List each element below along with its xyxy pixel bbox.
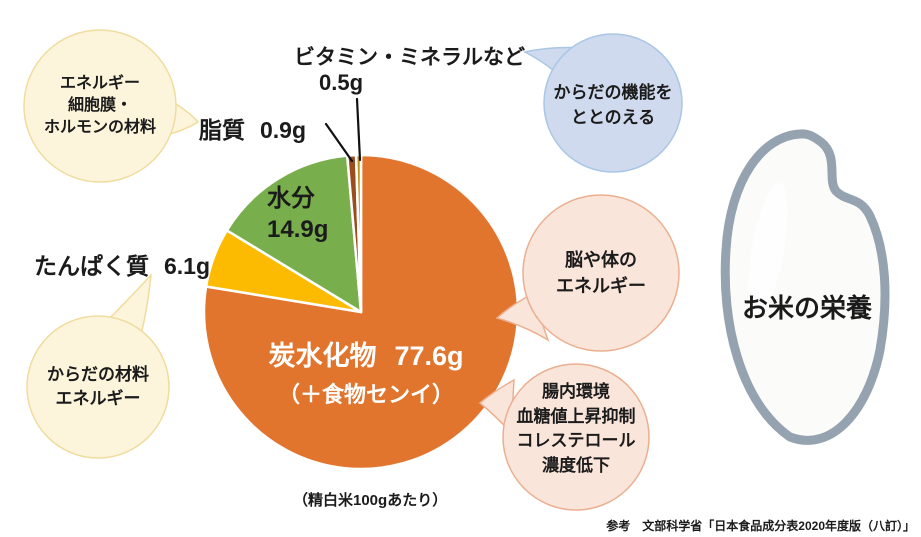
protein-role-line-1: からだの材料: [47, 365, 149, 384]
water-slice-label: 水分 14.9g: [267, 183, 328, 245]
per-100g-note: （精白米100gあたり）: [293, 492, 448, 509]
pie-chart: [202, 153, 520, 471]
carb-energy-line-2: エネルギー: [556, 276, 646, 296]
carb-energy-bubble-text: 脳や体の エネルギー: [521, 247, 681, 299]
fat-label-value: 0.9g: [260, 117, 307, 143]
carb-fiber-line-4: 濃度低下: [542, 455, 610, 475]
fat-label-text: 脂質: [199, 117, 245, 143]
carb-label-text: 炭水化物: [268, 341, 377, 371]
carb-label-value: 77.6g: [394, 341, 464, 371]
carb-energy-line-1: 脳や体の: [565, 250, 637, 270]
carb-energy-bubble: [522, 194, 680, 352]
source-note: 参考 文部科学省「日本食品成分表2020年度版（八訂）」: [606, 519, 915, 533]
carb-slice-label: 炭水化物 77.6g （＋食物センイ）: [231, 334, 501, 409]
fat-role-line-3: ホルモンの材料: [43, 119, 156, 136]
protein-role-bubble: [26, 315, 170, 459]
pie-slice-4: [354, 153, 363, 314]
protein-role-bubble-text: からだの材料 エネルギー: [18, 363, 178, 411]
carb-fiber-bubble: [502, 363, 650, 511]
carb-fiber-line-1: 腸内環境: [542, 382, 610, 401]
fat-pointer-line: [324, 122, 354, 163]
protein-label-value: 6.1g: [164, 253, 211, 279]
vitamin-role-line-1: からだの機能を: [553, 83, 673, 102]
vitamin-role-line-2: ととのえる: [570, 108, 656, 127]
vitamin-slice-value: 0.5g: [318, 70, 364, 95]
fat-slice-label: 脂質 0.9g: [199, 111, 306, 145]
fat-role-line-2: 細胞膜・: [67, 97, 132, 114]
fat-role-line-1: エネルギー: [59, 75, 140, 92]
vitamin-pointer-line: [355, 97, 362, 162]
rice-grain-highlight: [748, 182, 788, 318]
infographic-title: お米の栄養: [741, 293, 872, 323]
fat-role-bubble-text: エネルギー 細胞膜・ ホルモンの材料: [20, 73, 180, 139]
water-label-text: 水分: [267, 185, 315, 212]
water-label-value: 14.9g: [267, 216, 329, 243]
carb-fiber-bubble-text: 腸内環境 血糖値上昇抑制 コレステロール 濃度低下: [496, 380, 656, 478]
protein-slice-label: たんぱく質 6.1g: [34, 247, 210, 281]
protein-role-line-2: エネルギー: [55, 389, 141, 408]
carb-fiber-line-2: 血糖値上昇抑制: [516, 406, 636, 426]
vitamin-role-bubble-text: からだの機能を ととのえる: [533, 80, 693, 130]
fat-role-bubble: [23, 29, 177, 183]
carb-fiber-line-3: コレステロール: [516, 431, 636, 450]
pie-slice-2: [225, 154, 363, 314]
vitamin-slice-label: ビタミン・ミネラルなど: [294, 46, 525, 69]
carb-label-sublabel: （＋食物センイ）: [277, 382, 454, 407]
protein-label-text: たんぱく質: [34, 253, 149, 279]
vitamin-role-bubble: [543, 33, 683, 173]
